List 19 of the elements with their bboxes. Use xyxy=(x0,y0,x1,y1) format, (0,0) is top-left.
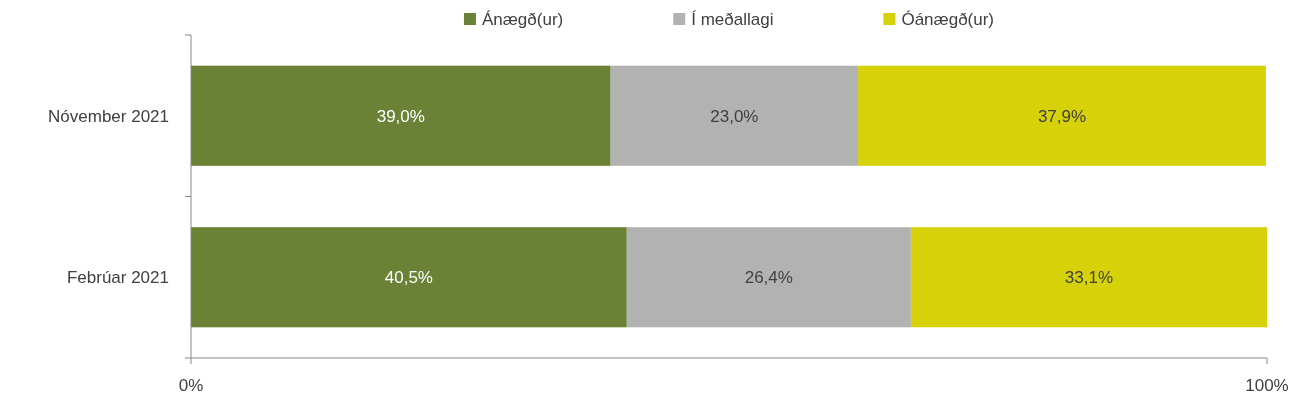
data-label: 33,1% xyxy=(1064,268,1114,288)
data-label: 39,0% xyxy=(376,106,425,126)
legend-label: Óánægð(ur) xyxy=(901,9,995,29)
y-tick-label: Nóvember 2021 xyxy=(48,106,169,126)
bar xyxy=(858,65,1266,166)
x-tick-label: 100% xyxy=(1245,376,1289,395)
y-tick-label: Febrúar 2021 xyxy=(66,268,169,288)
data-label: 40,5% xyxy=(384,268,433,288)
legend-label: Ánægð(ur) xyxy=(481,9,564,29)
bar xyxy=(626,227,911,328)
legend-label: Í meðallagi xyxy=(691,9,774,29)
x-tick-label: 0% xyxy=(178,376,204,395)
data-label: 37,9% xyxy=(1037,106,1087,126)
bar xyxy=(610,65,859,166)
data-label: 26,4% xyxy=(744,268,793,288)
bar xyxy=(191,227,627,328)
bar xyxy=(910,227,1267,328)
data-label: 23,0% xyxy=(710,106,759,126)
bar xyxy=(191,65,611,166)
